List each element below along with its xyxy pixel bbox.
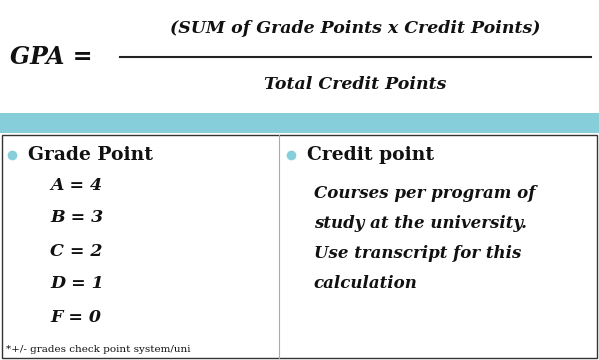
Text: Use transcript for this: Use transcript for this	[313, 244, 521, 261]
Text: A = 4: A = 4	[50, 176, 102, 194]
Text: Credit point: Credit point	[307, 146, 434, 164]
Bar	[0, 0, 599, 113]
Text: calculation: calculation	[313, 274, 418, 292]
Text: *+/- grades check point system/uni: *+/- grades check point system/uni	[6, 346, 190, 355]
Text: Courses per program of: Courses per program of	[313, 184, 535, 202]
Text: Grade Point: Grade Point	[28, 146, 153, 164]
Text: study at the university.: study at the university.	[313, 215, 527, 231]
Bar	[0, 133, 599, 360]
Text: C = 2: C = 2	[50, 243, 102, 260]
Text: B = 3: B = 3	[50, 210, 103, 226]
Text: (SUM of Grade Points x Credit Points): (SUM of Grade Points x Credit Points)	[170, 20, 541, 37]
Text: Total Credit Points: Total Credit Points	[264, 76, 447, 93]
Text: D = 1: D = 1	[50, 275, 104, 292]
Text: GPA =: GPA =	[10, 45, 101, 68]
Text: F = 0: F = 0	[50, 309, 101, 325]
Bar	[2, 135, 597, 358]
Bar	[0, 113, 599, 133]
